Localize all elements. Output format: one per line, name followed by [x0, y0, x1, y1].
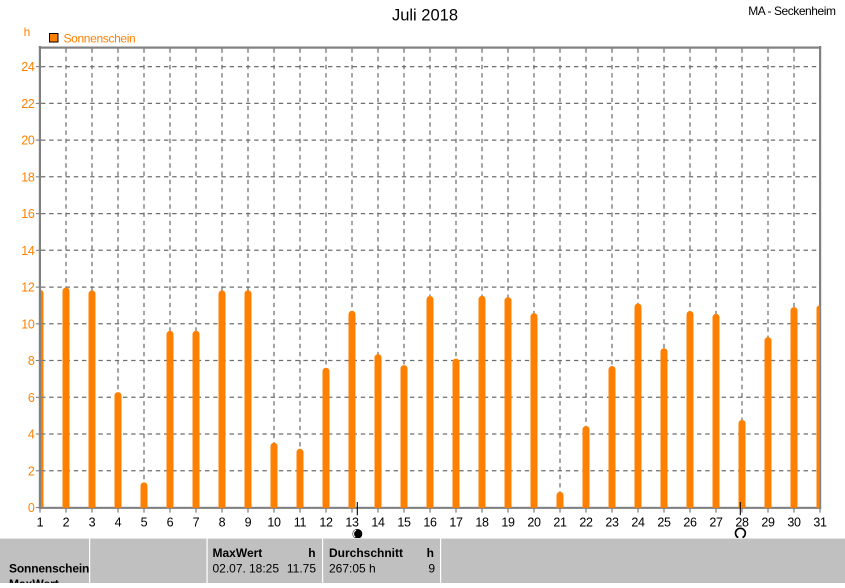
svg-text:30: 30: [787, 516, 801, 530]
svg-text:18: 18: [475, 516, 489, 530]
svg-text:18:25: 18:25: [249, 562, 279, 576]
svg-text:MA - Seckenheim: MA - Seckenheim: [748, 4, 836, 18]
svg-text:22: 22: [21, 97, 35, 111]
svg-text:6: 6: [28, 391, 35, 405]
svg-text:02.07.: 02.07.: [213, 562, 246, 576]
svg-text:20: 20: [527, 516, 541, 530]
svg-text:15: 15: [397, 516, 411, 530]
svg-text:7: 7: [193, 516, 200, 530]
svg-text:MaxWert: MaxWert: [9, 577, 59, 583]
svg-text:18: 18: [21, 170, 35, 184]
svg-text:267:05 h: 267:05 h: [329, 562, 376, 576]
svg-text:8: 8: [219, 516, 226, 530]
svg-text:Juli 2018: Juli 2018: [392, 7, 458, 25]
svg-text:9: 9: [428, 562, 435, 576]
svg-text:21: 21: [553, 516, 567, 530]
svg-text:2: 2: [63, 516, 70, 530]
svg-text:h: h: [427, 546, 434, 560]
svg-text:Durchschnitt: Durchschnitt: [329, 546, 403, 560]
svg-text:17: 17: [449, 516, 463, 530]
svg-text:3: 3: [89, 516, 96, 530]
svg-text:28: 28: [735, 516, 749, 530]
svg-text:20: 20: [21, 134, 35, 148]
svg-text:2: 2: [28, 464, 35, 478]
svg-text:23: 23: [605, 516, 619, 530]
svg-text:31: 31: [813, 516, 827, 530]
svg-text:22: 22: [579, 516, 593, 530]
svg-text:9: 9: [245, 516, 252, 530]
svg-text:h: h: [24, 25, 31, 39]
svg-text:4: 4: [115, 516, 122, 530]
svg-text:11.75: 11.75: [287, 562, 316, 576]
svg-text:24: 24: [631, 516, 645, 530]
svg-text:12: 12: [21, 281, 35, 295]
svg-text:29: 29: [761, 516, 775, 530]
svg-text:10: 10: [21, 317, 35, 331]
svg-text:14: 14: [21, 244, 35, 258]
svg-text:19: 19: [501, 516, 515, 530]
svg-text:10: 10: [267, 516, 281, 530]
svg-text:4: 4: [28, 428, 35, 442]
svg-text:8: 8: [28, 354, 35, 368]
svg-text:Sonnenschein: Sonnenschein: [9, 562, 89, 576]
svg-text:Sonnenschein: Sonnenschein: [64, 32, 136, 46]
svg-text:0: 0: [28, 501, 35, 515]
svg-text:13: 13: [345, 516, 359, 530]
svg-text:25: 25: [657, 516, 671, 530]
svg-text:11: 11: [294, 516, 307, 530]
svg-text:16: 16: [21, 207, 35, 221]
svg-text:1: 1: [37, 516, 44, 530]
svg-text:16: 16: [423, 516, 437, 530]
svg-text:14: 14: [371, 516, 385, 530]
svg-text:6: 6: [167, 516, 174, 530]
svg-text:26: 26: [683, 516, 697, 530]
svg-text:24: 24: [21, 60, 35, 74]
svg-text:MaxWert: MaxWert: [213, 546, 263, 560]
svg-text:h: h: [308, 546, 315, 560]
svg-text:27: 27: [709, 516, 723, 530]
svg-text:12: 12: [319, 516, 333, 530]
svg-text:5: 5: [141, 516, 148, 530]
